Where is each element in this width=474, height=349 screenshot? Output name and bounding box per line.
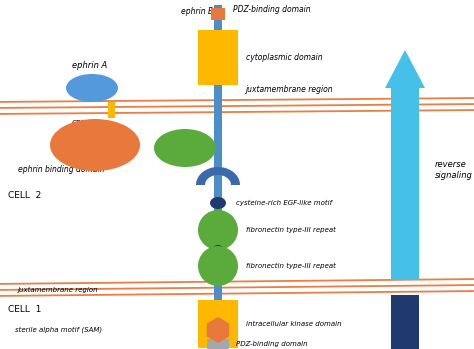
FancyBboxPatch shape bbox=[198, 300, 238, 348]
Text: ephrin A: ephrin A bbox=[73, 60, 108, 69]
Circle shape bbox=[211, 245, 225, 259]
FancyArrow shape bbox=[385, 295, 425, 349]
FancyBboxPatch shape bbox=[214, 5, 222, 344]
Ellipse shape bbox=[154, 129, 216, 167]
Text: PDZ-binding domain: PDZ-binding domain bbox=[233, 6, 310, 15]
Text: RBD: RBD bbox=[175, 143, 195, 153]
Text: RBD: RBD bbox=[83, 140, 107, 150]
Text: sterile alpha motif (SAM): sterile alpha motif (SAM) bbox=[15, 327, 102, 333]
Polygon shape bbox=[196, 167, 240, 185]
Text: Fyn: Fyn bbox=[84, 83, 100, 92]
FancyBboxPatch shape bbox=[198, 30, 238, 84]
Text: fibronectin type-III repeat: fibronectin type-III repeat bbox=[246, 227, 336, 233]
Text: juxtamembrane region: juxtamembrane region bbox=[246, 86, 334, 95]
Text: CELL  2: CELL 2 bbox=[8, 191, 41, 200]
Text: PDZ-binding domain: PDZ-binding domain bbox=[236, 341, 308, 347]
FancyBboxPatch shape bbox=[109, 102, 116, 118]
Text: ephrin B: ephrin B bbox=[181, 7, 213, 16]
FancyBboxPatch shape bbox=[211, 8, 225, 20]
Text: ephrin binding domain: ephrin binding domain bbox=[18, 165, 104, 174]
Text: cysteine-rich EGF-like motif: cysteine-rich EGF-like motif bbox=[236, 200, 332, 206]
Ellipse shape bbox=[50, 119, 140, 171]
Text: fibronectin type-III repeat: fibronectin type-III repeat bbox=[246, 263, 336, 269]
Text: CELL  1: CELL 1 bbox=[8, 305, 41, 314]
Text: reverse
signaling: reverse signaling bbox=[435, 160, 473, 180]
Text: GPI-anchor: GPI-anchor bbox=[72, 120, 108, 126]
Text: intracellular kinase domain: intracellular kinase domain bbox=[246, 321, 342, 327]
Polygon shape bbox=[207, 317, 229, 343]
Ellipse shape bbox=[66, 74, 118, 102]
FancyBboxPatch shape bbox=[214, 299, 222, 307]
Text: juxtamembrane region: juxtamembrane region bbox=[18, 287, 99, 293]
Ellipse shape bbox=[210, 197, 226, 209]
Text: cytoplasmic domain: cytoplasmic domain bbox=[246, 52, 323, 61]
Circle shape bbox=[198, 246, 238, 286]
FancyArrow shape bbox=[385, 50, 425, 280]
Circle shape bbox=[198, 210, 238, 250]
FancyBboxPatch shape bbox=[207, 339, 229, 349]
